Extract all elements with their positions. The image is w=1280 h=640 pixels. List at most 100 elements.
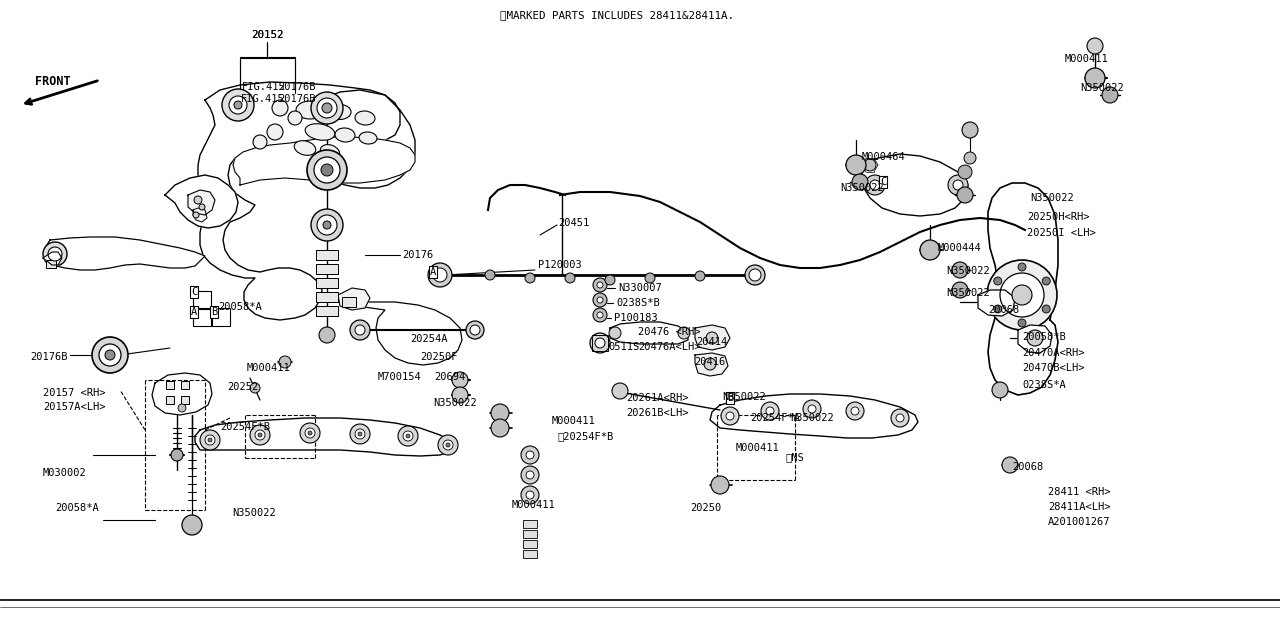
Circle shape <box>1102 87 1117 103</box>
Ellipse shape <box>355 111 375 125</box>
Circle shape <box>221 89 253 121</box>
Circle shape <box>846 155 867 175</box>
Polygon shape <box>165 175 238 228</box>
Text: FIG.415: FIG.415 <box>241 94 284 104</box>
Text: M700154: M700154 <box>378 372 421 382</box>
Circle shape <box>609 327 621 339</box>
Circle shape <box>952 262 968 278</box>
Text: P100183: P100183 <box>614 313 658 323</box>
Circle shape <box>355 325 365 335</box>
Text: N350022: N350022 <box>1030 193 1074 203</box>
Circle shape <box>593 293 607 307</box>
Text: M000411: M000411 <box>736 443 780 453</box>
Circle shape <box>205 435 215 445</box>
Polygon shape <box>45 237 205 270</box>
Bar <box>316 250 338 260</box>
Circle shape <box>987 260 1057 330</box>
Text: 20250: 20250 <box>690 503 721 513</box>
Circle shape <box>317 98 337 118</box>
Text: 0238S*A: 0238S*A <box>1021 380 1066 390</box>
Circle shape <box>229 96 247 114</box>
Circle shape <box>596 312 603 318</box>
Circle shape <box>438 435 458 455</box>
Bar <box>316 292 338 302</box>
Text: A: A <box>430 267 436 277</box>
Polygon shape <box>349 302 462 365</box>
Circle shape <box>870 180 881 190</box>
Circle shape <box>765 407 774 415</box>
Bar <box>316 264 338 274</box>
Circle shape <box>952 282 968 298</box>
Circle shape <box>406 434 410 438</box>
Circle shape <box>596 282 603 288</box>
Circle shape <box>726 412 733 420</box>
Circle shape <box>521 486 539 504</box>
Text: ※MARKED PARTS INCLUDES 28411&28411A.: ※MARKED PARTS INCLUDES 28411&28411A. <box>500 10 733 20</box>
Text: 0238S*B: 0238S*B <box>616 298 659 308</box>
Text: 20068: 20068 <box>1012 462 1043 472</box>
Circle shape <box>178 404 186 412</box>
Text: B: B <box>211 307 218 317</box>
Bar <box>524 550 538 558</box>
Circle shape <box>707 332 718 344</box>
Text: 20058*A: 20058*A <box>55 503 99 513</box>
Polygon shape <box>978 290 1015 316</box>
Polygon shape <box>198 82 399 320</box>
Circle shape <box>308 431 312 435</box>
Circle shape <box>273 100 288 116</box>
Text: 20254F*B: 20254F*B <box>220 422 270 432</box>
Circle shape <box>593 278 607 292</box>
Polygon shape <box>611 322 689 344</box>
Text: 20470A<RH>: 20470A<RH> <box>1021 348 1084 358</box>
Circle shape <box>314 157 340 183</box>
Circle shape <box>92 337 128 373</box>
Polygon shape <box>988 183 1059 395</box>
Bar <box>212 308 230 326</box>
Text: N350022: N350022 <box>232 508 275 518</box>
Circle shape <box>521 446 539 464</box>
Circle shape <box>470 325 480 335</box>
Circle shape <box>288 111 302 125</box>
Text: 20250F: 20250F <box>420 352 457 362</box>
Circle shape <box>234 101 242 109</box>
Ellipse shape <box>329 104 351 120</box>
Circle shape <box>1087 38 1103 54</box>
Ellipse shape <box>305 124 335 140</box>
Circle shape <box>808 405 817 413</box>
Circle shape <box>993 277 1002 285</box>
Circle shape <box>948 175 968 195</box>
Circle shape <box>403 431 413 441</box>
Circle shape <box>300 423 320 443</box>
Circle shape <box>323 221 332 229</box>
Polygon shape <box>195 418 454 456</box>
Circle shape <box>105 350 115 360</box>
Text: 20058*A: 20058*A <box>218 302 261 312</box>
Circle shape <box>710 476 730 494</box>
Circle shape <box>255 430 265 440</box>
Text: A201001267: A201001267 <box>1048 517 1111 527</box>
Text: 20157 <RH>: 20157 <RH> <box>44 388 105 398</box>
Text: N330007: N330007 <box>618 283 662 293</box>
Polygon shape <box>44 252 61 265</box>
Text: N350022: N350022 <box>946 288 989 298</box>
Circle shape <box>445 443 451 447</box>
Circle shape <box>349 424 370 444</box>
Circle shape <box>695 271 705 281</box>
Text: 20254A: 20254A <box>410 334 448 344</box>
Circle shape <box>317 215 337 235</box>
Text: 20476A<LH>: 20476A<LH> <box>637 342 700 352</box>
Text: 28411 <RH>: 28411 <RH> <box>1048 487 1111 497</box>
Circle shape <box>891 409 909 427</box>
Circle shape <box>704 358 716 370</box>
Circle shape <box>428 263 452 287</box>
Circle shape <box>920 240 940 260</box>
Circle shape <box>311 92 343 124</box>
Text: 20250H<RH>: 20250H<RH> <box>1027 212 1089 222</box>
Polygon shape <box>1018 325 1052 353</box>
Circle shape <box>253 135 268 149</box>
Circle shape <box>992 382 1009 398</box>
Text: C: C <box>879 177 886 187</box>
Circle shape <box>1085 68 1105 88</box>
Circle shape <box>721 407 739 425</box>
Polygon shape <box>233 137 415 185</box>
